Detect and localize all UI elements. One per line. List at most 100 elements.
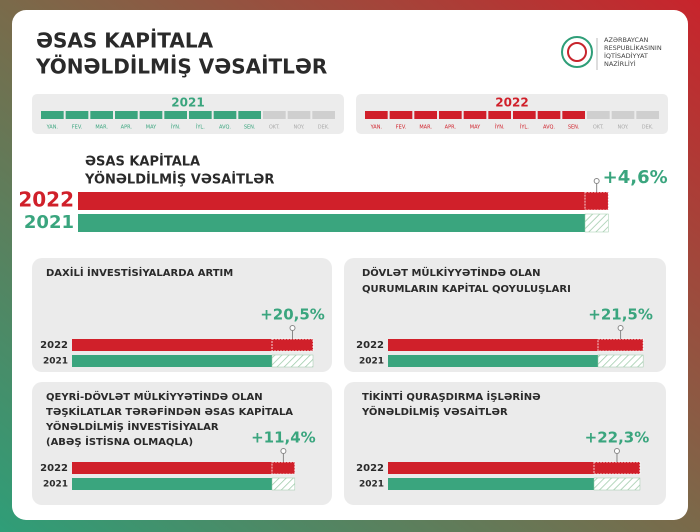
month-label: FEV. bbox=[72, 125, 83, 131]
month-cell bbox=[312, 111, 335, 119]
month-cell bbox=[365, 111, 388, 119]
panel-title: TƏŞKİLATLAR TƏRƏFİNDƏN ƏSAS KAPİTALA bbox=[46, 404, 293, 418]
logo-text: İQTİSADİYYAT bbox=[604, 51, 648, 60]
month-label: NOY. bbox=[293, 125, 304, 131]
year-label: 2021 bbox=[359, 480, 384, 490]
panel bbox=[344, 382, 666, 505]
month-cell bbox=[90, 111, 113, 119]
panel-title: YÖNƏLDİLMİŞ VƏSAİTLƏR bbox=[84, 172, 274, 188]
bar-2022 bbox=[72, 339, 313, 351]
panel-title: TİKİNTİ QURAŞDIRMA İŞLƏRİNƏ bbox=[362, 389, 541, 403]
month-label: İYN. bbox=[171, 124, 181, 131]
growth-hatch bbox=[597, 354, 644, 368]
month-cell bbox=[139, 111, 163, 119]
year-label: 2022 bbox=[356, 340, 384, 351]
year-label: 2022 bbox=[40, 463, 68, 474]
logo-text: RESPUBLİKASININ bbox=[604, 43, 662, 52]
month-label: MAR. bbox=[95, 125, 108, 131]
logo-text: NAZİRLİYİ bbox=[604, 59, 636, 68]
panel-title: (ABƏŞ İSTİSNA OLMAQLA) bbox=[46, 434, 193, 448]
panel-title: YÖNƏLDİLMİŞ İNVESTİSİYALAR bbox=[45, 419, 219, 433]
pin-head bbox=[613, 448, 620, 454]
bar-2022 bbox=[78, 192, 609, 210]
month-label: MAR. bbox=[419, 125, 432, 131]
year-label: 2022 bbox=[18, 188, 74, 212]
month-cell bbox=[287, 111, 311, 119]
month-label: OKT. bbox=[593, 125, 604, 131]
title: ƏSAS KAPİTALA bbox=[36, 29, 214, 53]
bar-2021 bbox=[72, 355, 272, 367]
year-label: 2021 bbox=[43, 480, 68, 490]
panel-title: DAXİLİ İNVESTİSİYALARDA ARTIM bbox=[46, 265, 233, 279]
month-cell bbox=[463, 111, 487, 119]
year-label: 2021 bbox=[24, 212, 74, 233]
bar-2021 bbox=[72, 478, 272, 490]
month-label: MAY bbox=[470, 125, 481, 131]
month-cell bbox=[587, 111, 610, 119]
growth-outline bbox=[584, 191, 609, 211]
month-cell bbox=[41, 111, 64, 119]
month-label: İYL. bbox=[196, 124, 205, 131]
month-label: AVQ. bbox=[543, 125, 555, 131]
logo-text: AZƏRBAYCAN bbox=[604, 36, 649, 44]
month-label: NOY. bbox=[617, 125, 628, 131]
month-cell bbox=[537, 111, 561, 119]
month-label: YAN. bbox=[370, 125, 383, 131]
month-label: FEV. bbox=[396, 125, 407, 131]
growth-hatch bbox=[593, 477, 641, 491]
logo: AZƏRBAYCAN RESPUBLİKASININ İQTİSADİYYAT … bbox=[561, 36, 662, 70]
panel bbox=[32, 382, 332, 505]
month-label: APR. bbox=[445, 125, 457, 131]
month-label: OKT. bbox=[269, 125, 280, 131]
month-label: DEK. bbox=[642, 125, 654, 131]
pin-head bbox=[280, 448, 287, 454]
panel-title: QEYRİ-DÖVLƏT MÜLKİYYƏTİNDƏ OLAN bbox=[46, 389, 263, 403]
bar-2021 bbox=[78, 214, 585, 232]
month-cell bbox=[65, 111, 89, 119]
growth-hatch bbox=[271, 354, 314, 368]
change-label: +11,4% bbox=[251, 429, 316, 447]
timeline-year: 2022 bbox=[495, 96, 528, 110]
timeline-box bbox=[356, 94, 668, 134]
year-label: 2021 bbox=[43, 357, 68, 367]
panel-title: DÖVLƏT MÜLKİYYƏTİNDƏ OLAN bbox=[362, 265, 541, 279]
bar-2021 bbox=[388, 478, 594, 490]
month-cell bbox=[611, 111, 635, 119]
pin-head bbox=[593, 178, 600, 184]
month-cell bbox=[238, 111, 261, 119]
growth-hatch bbox=[584, 213, 609, 233]
bar-2022 bbox=[388, 339, 644, 351]
month-cell bbox=[488, 111, 511, 119]
month-cell bbox=[636, 111, 659, 119]
timeline-year: 2021 bbox=[171, 96, 204, 110]
change-label: +22,3% bbox=[585, 429, 650, 447]
month-label: SEN. bbox=[568, 125, 580, 131]
title: YÖNƏLDİLMİŞ VƏSAİTLƏR bbox=[35, 55, 327, 79]
growth-outline bbox=[271, 461, 296, 475]
change-label: +4,6% bbox=[603, 167, 668, 188]
pin-head bbox=[617, 325, 624, 331]
month-cell bbox=[414, 111, 437, 119]
month-cell bbox=[439, 111, 462, 119]
bar-2022 bbox=[72, 462, 295, 474]
month-cell bbox=[389, 111, 413, 119]
month-cell bbox=[213, 111, 237, 119]
bar-2021 bbox=[388, 355, 598, 367]
growth-hatch bbox=[271, 477, 296, 491]
bar-2022 bbox=[388, 462, 640, 474]
month-label: İYL. bbox=[520, 124, 529, 131]
month-cell bbox=[189, 111, 212, 119]
month-cell bbox=[513, 111, 536, 119]
year-label: 2022 bbox=[40, 340, 68, 351]
year-label: 2022 bbox=[356, 463, 384, 474]
content: 2021 YAN. FEV. MAR. APR. MAY İYN. İYL. AVQ. SEN. O… bbox=[18, 94, 668, 505]
panel-title: YÖNƏLDİLMİŞ VƏSAİTLƏR bbox=[361, 404, 508, 418]
month-label: MAY bbox=[146, 125, 157, 131]
month-label: DEK. bbox=[318, 125, 330, 131]
change-label: +21,5% bbox=[588, 306, 653, 324]
month-label: AVQ. bbox=[219, 125, 231, 131]
timeline-box bbox=[32, 94, 344, 134]
month-cell bbox=[562, 111, 585, 119]
